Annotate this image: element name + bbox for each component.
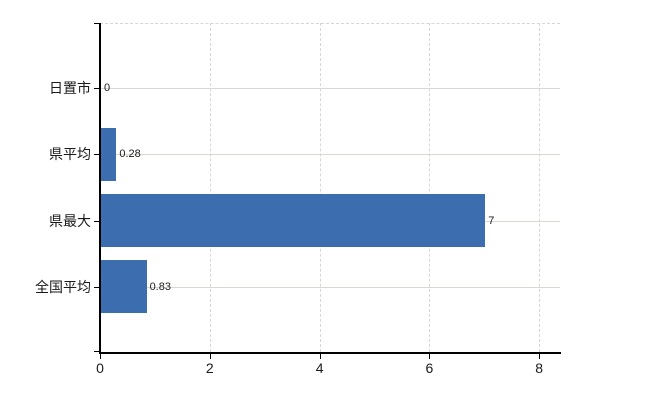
y-axis-tick bbox=[94, 23, 100, 24]
x-tick-label: 0 bbox=[96, 360, 104, 376]
gridline-horizontal bbox=[100, 286, 560, 288]
value-label: 0.28 bbox=[119, 148, 141, 161]
x-axis-line bbox=[99, 352, 561, 354]
y-axis-tick bbox=[94, 88, 100, 89]
category-label: 日置市 bbox=[49, 80, 91, 96]
x-tick-label: 4 bbox=[315, 360, 324, 376]
category-label: 全国平均 bbox=[35, 278, 91, 295]
value-label: 0.83 bbox=[149, 280, 171, 293]
gridline-vertical bbox=[209, 23, 211, 352]
y-axis-tick bbox=[94, 286, 100, 288]
gridline-vertical bbox=[539, 23, 541, 352]
gridline-vertical bbox=[319, 23, 321, 352]
x-tick-label: 6 bbox=[425, 360, 434, 376]
bar bbox=[101, 194, 486, 248]
x-tick-label: 2 bbox=[205, 360, 214, 376]
x-axis-tick bbox=[319, 354, 321, 359]
x-axis-tick bbox=[429, 354, 431, 359]
bar bbox=[101, 260, 147, 314]
y-axis-line bbox=[99, 23, 101, 354]
category-label: 県最大 bbox=[49, 212, 91, 229]
plot-area: 0 0.28 7 0.83 bbox=[100, 23, 560, 352]
x-tick-label: 8 bbox=[535, 360, 544, 376]
y-axis-tick bbox=[94, 351, 100, 352]
y-axis-tick bbox=[94, 220, 100, 222]
category-label: 県平均 bbox=[49, 146, 91, 163]
value-label: 7 bbox=[488, 214, 495, 227]
gridline-horizontal bbox=[100, 154, 560, 156]
bar bbox=[101, 127, 117, 181]
x-axis-tick bbox=[539, 354, 541, 359]
gridline-vertical bbox=[429, 23, 431, 352]
value-label: 0 bbox=[104, 82, 111, 94]
y-axis-tick bbox=[94, 154, 100, 156]
x-axis-tick bbox=[100, 354, 101, 359]
x-axis-tick bbox=[209, 354, 211, 359]
plot-top-border bbox=[100, 23, 560, 24]
gridline-horizontal bbox=[100, 88, 560, 89]
